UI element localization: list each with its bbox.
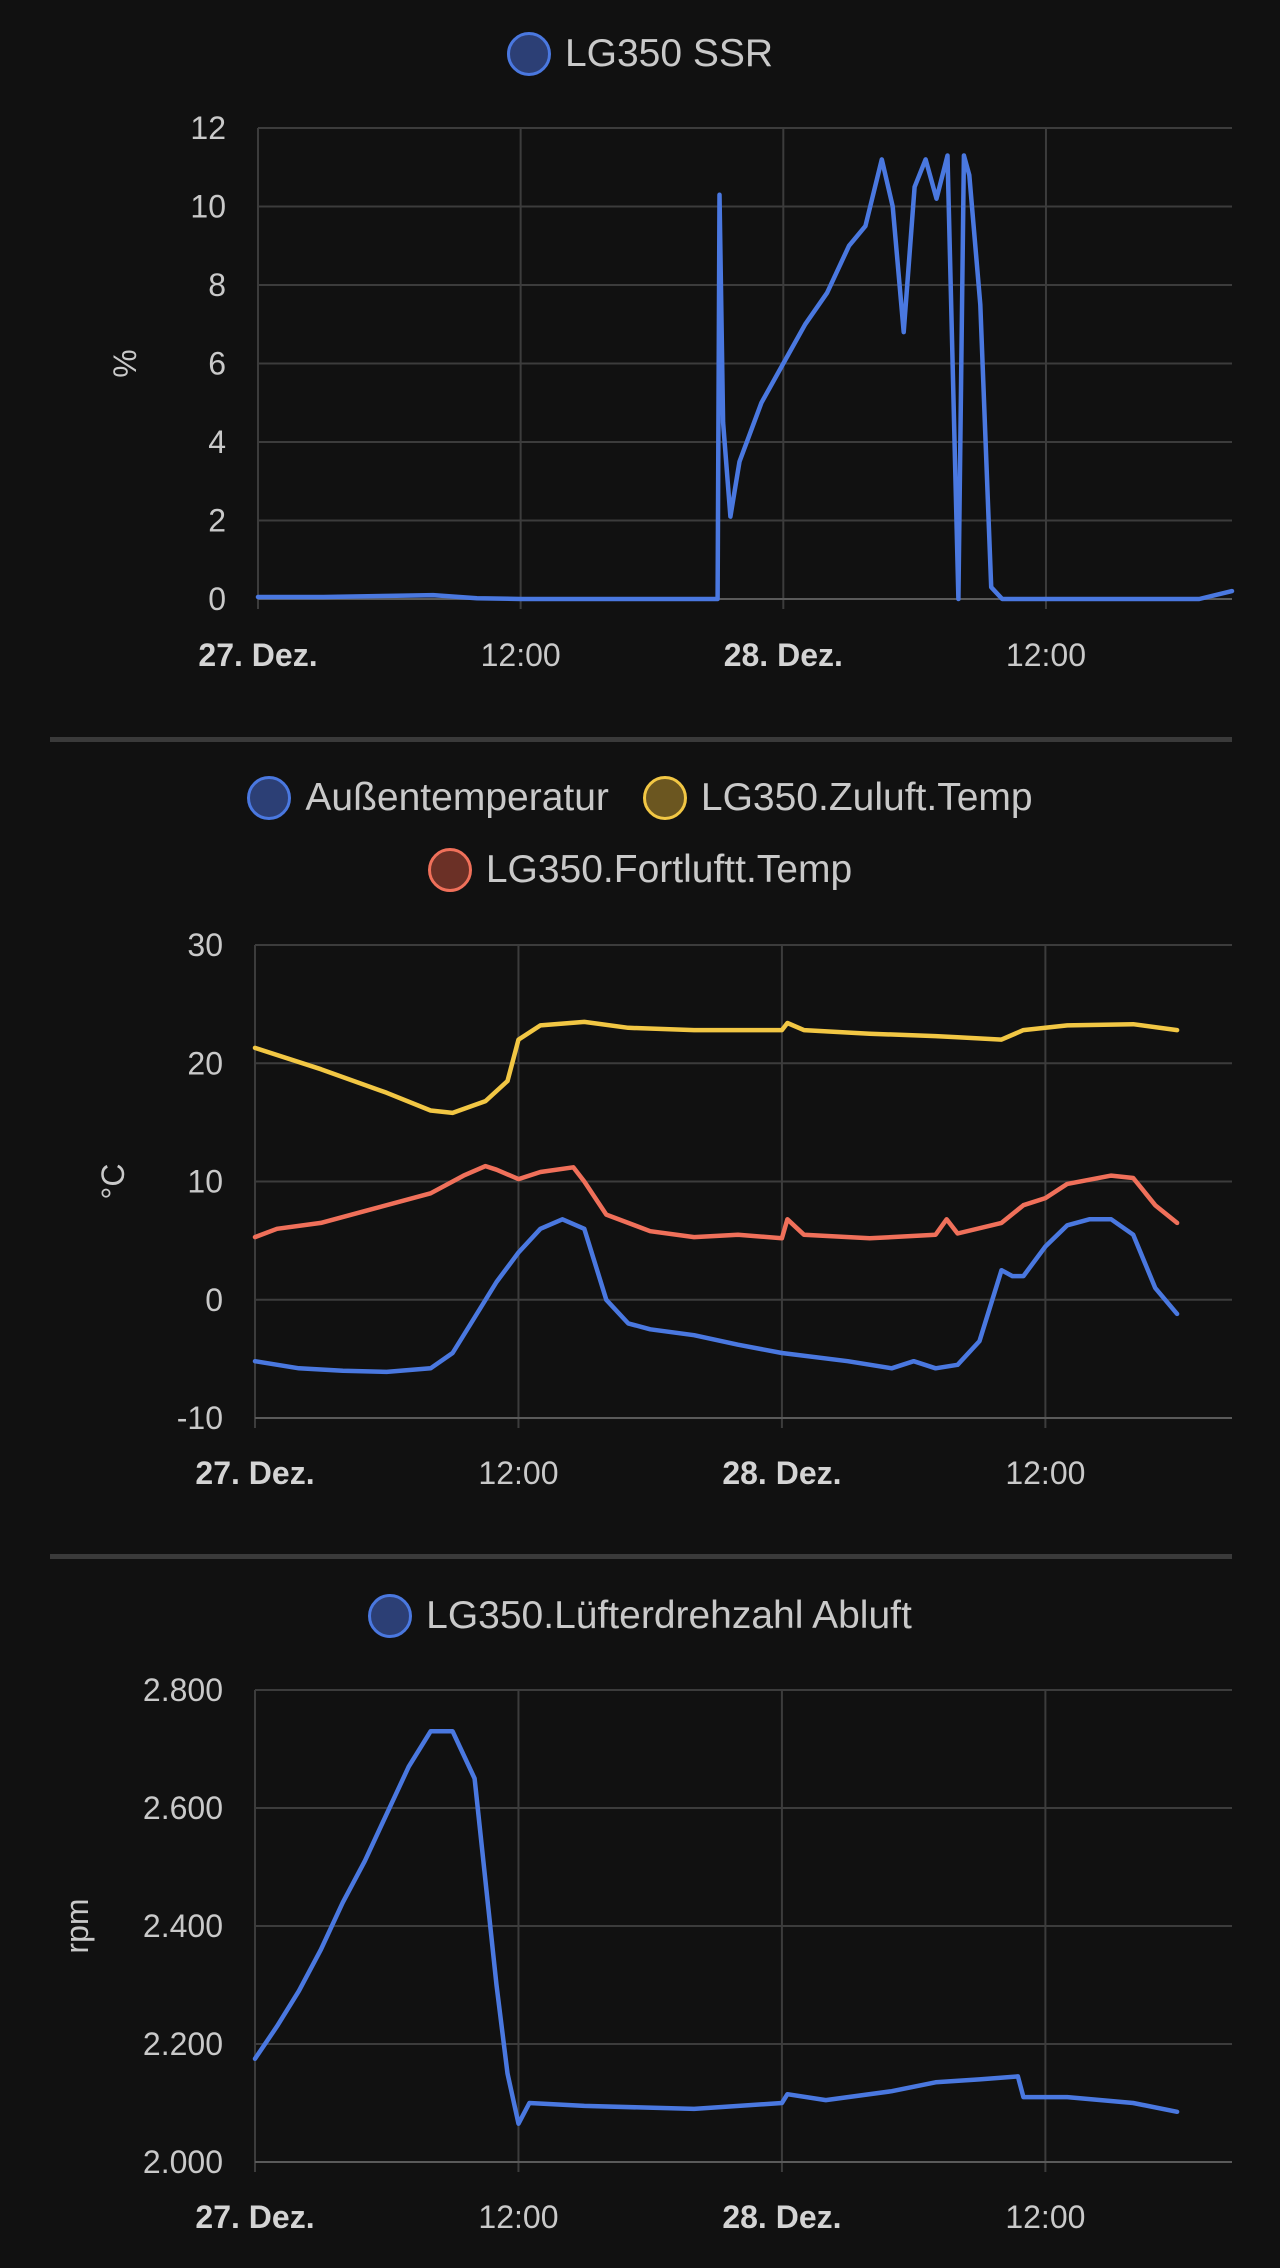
legend-swatch xyxy=(642,776,687,820)
legend-label: Außentemperatur xyxy=(305,776,609,819)
chart-legend: Außentemperatur LG350.Zuluft.Temp LG350.… xyxy=(0,762,1280,906)
legend-label: LG350 SSR xyxy=(564,32,774,75)
series-line-au-entemperatur[interactable] xyxy=(252,1217,1180,1375)
y-tick-label: 2.600 xyxy=(143,1790,223,1826)
x-tick-label: 12:00 xyxy=(1006,637,1086,673)
y-tick-label: 4 xyxy=(208,424,226,460)
x-tick-label: 27. Dez. xyxy=(195,1455,314,1491)
section-divider xyxy=(50,1554,1232,1559)
y-tick-label: 2.800 xyxy=(143,1672,223,1708)
y-tick-label: 12 xyxy=(190,110,226,146)
x-tick-label: 27. Dez. xyxy=(198,637,317,673)
chart-legend: LG350.Lüfterdrehzahl Abluft xyxy=(0,1580,1280,1652)
y-tick-label: 2.400 xyxy=(143,1908,223,1944)
x-tick-label: 12:00 xyxy=(1005,2199,1085,2235)
legend-swatch xyxy=(368,1594,413,1638)
y-tick-label: 10 xyxy=(187,1164,223,1200)
chart-legend: LG350 SSR xyxy=(0,18,1280,90)
legend-label: LG350.Lüfterdrehzahl Abluft xyxy=(426,1594,912,1637)
x-tick-label: 12:00 xyxy=(481,637,561,673)
legend-swatch xyxy=(427,848,472,892)
y-tick-label: 2 xyxy=(208,503,226,539)
series-line-lg350-ssr[interactable] xyxy=(255,153,1235,602)
legend-label: LG350.Fortluftt.Temp xyxy=(485,848,853,891)
x-tick-label: 12:00 xyxy=(1005,1455,1085,1491)
temperature-chart-card: Außentemperatur LG350.Zuluft.Temp LG350.… xyxy=(0,0,1280,1560)
legend-label: LG350.Zuluft.Temp xyxy=(700,776,1033,819)
legend-swatch xyxy=(506,32,551,76)
ssr-chart-card: LG350 SSR 0 2 4 6 8 10 12 27. Dez. 12:00 28. Dez.… xyxy=(0,0,1280,740)
legend-swatch xyxy=(247,776,292,820)
section-divider xyxy=(50,737,1232,742)
y-tick-label: 0 xyxy=(208,581,226,617)
ssr-line-chart[interactable]: 0 2 4 6 8 10 12 27. Dez. 12:00 28. Dez. 12:00% xyxy=(0,0,1280,700)
legend-item-zuluft-temp[interactable]: LG350.Zuluft.Temp xyxy=(642,776,1033,820)
y-axis-title: °C xyxy=(95,1164,131,1200)
y-tick-label: 30 xyxy=(187,927,223,963)
y-tick-label: 8 xyxy=(208,267,226,303)
x-tick-label: 28. Dez. xyxy=(722,1455,841,1491)
x-tick-label: 12:00 xyxy=(478,2199,558,2235)
legend-item-aussentemperatur[interactable]: Außentemperatur xyxy=(247,776,609,820)
series-line-lg350-fortluftt-temp[interactable] xyxy=(252,1163,1180,1241)
series-line-lg350-l-fterdrehzahl-abluft[interactable] xyxy=(252,1729,1180,2126)
x-tick-label: 27. Dez. xyxy=(195,2199,314,2235)
y-tick-label: 6 xyxy=(208,346,226,382)
x-tick-label: 12:00 xyxy=(478,1455,558,1491)
x-tick-label: 28. Dez. xyxy=(722,2199,841,2235)
y-tick-label: 10 xyxy=(190,189,226,225)
y-tick-label: 2.200 xyxy=(143,2026,223,2062)
y-tick-label: -10 xyxy=(177,1400,223,1436)
legend-item-fortluft-temp[interactable]: LG350.Fortluftt.Temp xyxy=(427,848,853,892)
y-tick-label: 2.000 xyxy=(143,2144,223,2180)
y-axis-title: rpm xyxy=(59,1898,95,1953)
series-line-lg350-zuluft-temp[interactable] xyxy=(252,1019,1180,1116)
x-tick-label: 28. Dez. xyxy=(724,637,843,673)
legend-item-luefterdrehzahl[interactable]: LG350.Lüfterdrehzahl Abluft xyxy=(368,1594,912,1638)
y-axis-title: % xyxy=(107,349,143,377)
legend-item-lg350-ssr[interactable]: LG350 SSR xyxy=(506,32,774,76)
y-tick-label: 0 xyxy=(205,1282,223,1318)
y-tick-label: 20 xyxy=(187,1045,223,1081)
